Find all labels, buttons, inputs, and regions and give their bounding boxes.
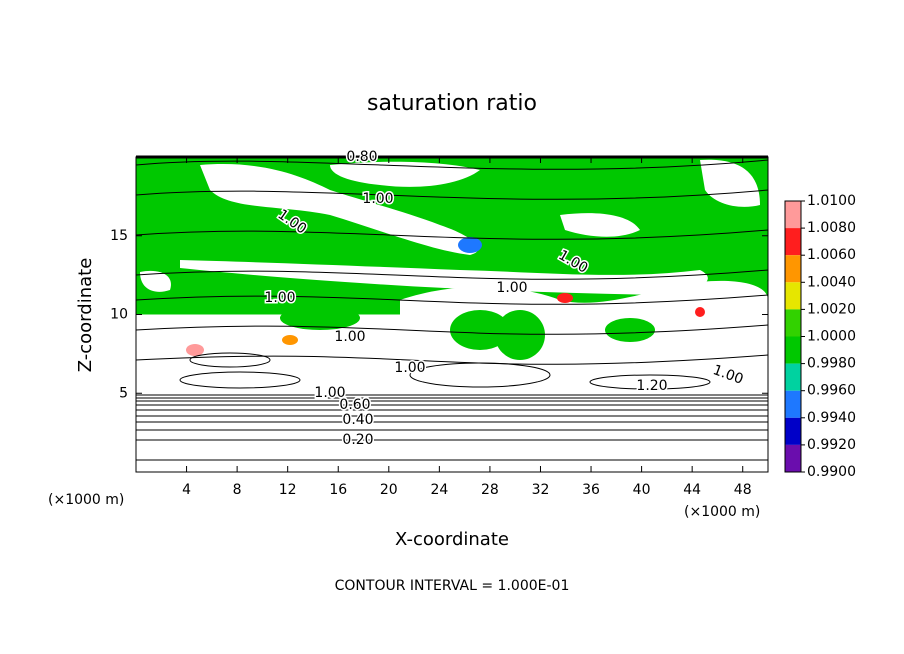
field — [135, 155, 769, 473]
x-axis-label: X-coordinate — [395, 529, 509, 550]
colorbar-band — [785, 363, 801, 391]
x-tick-label: 32 — [532, 482, 550, 498]
x-tick-label: 20 — [380, 482, 398, 498]
x-tick-label: 12 — [279, 482, 297, 498]
colorbar-tick-label: 0.9980 — [807, 356, 856, 372]
field-region — [605, 318, 655, 342]
colorbar-band — [785, 309, 801, 337]
colorbar-tick-label: 0.9960 — [807, 383, 856, 399]
clear-region — [400, 280, 768, 320]
colorbar-tick-label: 1.0100 — [807, 193, 856, 209]
x-tick-label: 8 — [233, 482, 242, 498]
contour-line — [135, 354, 769, 365]
field-spot — [695, 307, 705, 317]
colorbar-band — [785, 228, 801, 256]
x-tick-label: 24 — [430, 482, 448, 498]
footer: CONTOUR INTERVAL = 1.000E-01 — [335, 578, 570, 594]
colorbar-tick-label: 1.0020 — [807, 301, 856, 317]
colorbar-band — [785, 336, 801, 364]
y-tick-label: 5 — [119, 385, 128, 401]
clear-region — [180, 260, 708, 295]
x-tick-label: 28 — [481, 482, 499, 498]
contour-label: 1.20 — [636, 378, 667, 394]
contour-line — [135, 294, 769, 305]
contour-label: 0.40 — [342, 412, 373, 428]
colorbar-band — [785, 390, 801, 418]
field-region — [450, 310, 510, 350]
clear-region — [136, 314, 768, 472]
colorbar-tick-label: 1.0080 — [807, 220, 856, 236]
field-region — [280, 306, 360, 330]
contour-line — [135, 159, 769, 170]
field-spot — [557, 293, 573, 303]
chart-title: saturation ratio — [367, 91, 537, 116]
colorbar-band — [785, 444, 801, 472]
contour-line — [135, 269, 769, 280]
y-tick-label: 15 — [110, 228, 128, 244]
clear-region — [700, 159, 760, 207]
colorbar-tick-label: 1.0040 — [807, 274, 856, 290]
y-tick-label: 10 — [110, 307, 128, 323]
field-region — [495, 310, 545, 360]
contour-label: 1.00 — [394, 360, 425, 376]
contour-label: 0.60 — [339, 397, 370, 413]
field-spot — [458, 237, 482, 253]
colorbar-tick-label: 0.9900 — [807, 464, 856, 480]
field-spot — [282, 335, 298, 345]
clear-region — [140, 270, 171, 292]
contour-line — [589, 374, 711, 390]
x-tick-label: 36 — [582, 482, 600, 498]
x-tick-label: 4 — [182, 482, 191, 498]
contour-line — [179, 371, 301, 389]
colorbar-band — [785, 282, 801, 310]
contour-label: 1.00 — [334, 329, 365, 345]
clear-region — [200, 164, 479, 255]
colorbar-band — [785, 201, 801, 229]
contour-line — [409, 362, 551, 388]
clear-region — [330, 161, 480, 187]
colorbar-band — [785, 255, 801, 283]
contour-line — [135, 324, 769, 335]
x-tick-label: 44 — [683, 482, 701, 498]
contour-label: 1.00 — [496, 280, 527, 296]
contour-line — [135, 189, 769, 200]
colorbar-tick-label: 0.9920 — [807, 437, 856, 453]
contour-label: 1.00 — [264, 290, 295, 306]
y-unit: (×1000 m) — [48, 492, 124, 508]
field-spot — [186, 344, 204, 356]
x-tick-label: 16 — [329, 482, 347, 498]
contour-label: 1.00 — [314, 385, 345, 401]
x-tick-label: 48 — [734, 482, 752, 498]
contour-label: 1.00 — [362, 191, 393, 207]
colorbar-tick-label: 1.0000 — [807, 329, 856, 345]
contour-line — [189, 352, 271, 368]
colorbar-tick-label: 1.0060 — [807, 247, 856, 263]
contour-line — [135, 229, 769, 240]
colorbar-band — [785, 417, 801, 445]
x-unit: (×1000 m) — [684, 504, 760, 520]
contour-label: 0.20 — [342, 432, 373, 448]
x-tick-label: 40 — [633, 482, 651, 498]
clear-region — [560, 213, 640, 237]
colorbar-tick-label: 0.9940 — [807, 410, 856, 426]
contour-label: 0.80 — [346, 149, 377, 165]
y-axis-label: Z-coordinate — [75, 258, 96, 373]
